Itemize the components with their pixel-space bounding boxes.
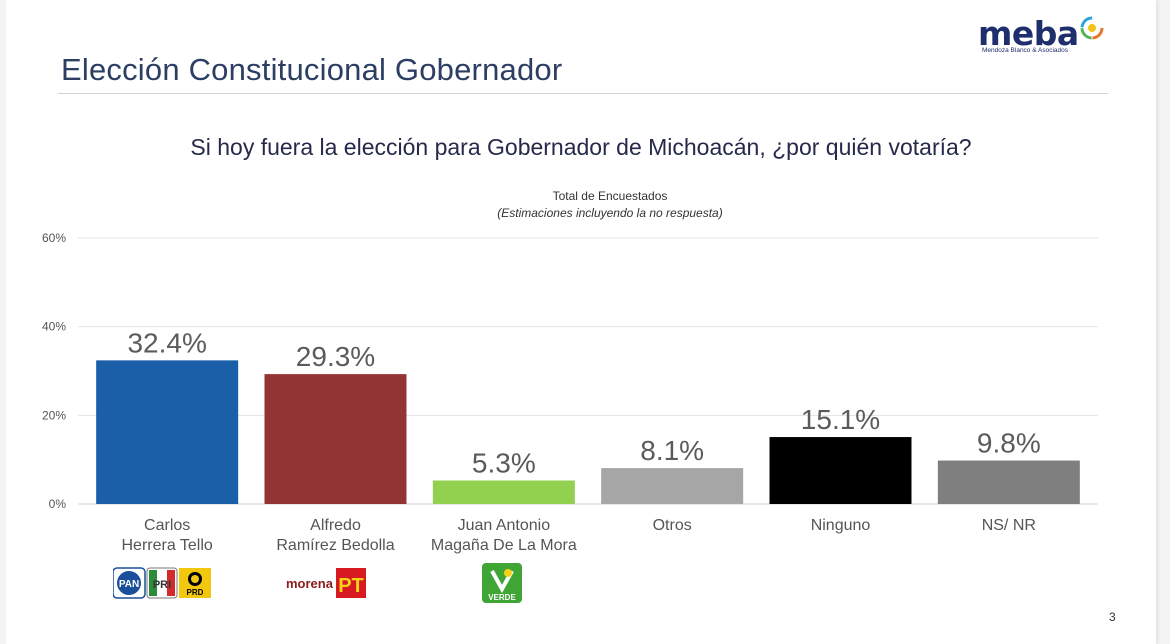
page-title: Elección Constitucional Gobernador bbox=[61, 52, 563, 87]
slide: Elección Constitucional Gobernador meba … bbox=[6, 0, 1156, 644]
bar-value-label: 29.3% bbox=[296, 341, 375, 372]
bar bbox=[432, 480, 575, 504]
chart-subtitle: (Estimaciones incluyendo la no respuesta… bbox=[497, 206, 723, 220]
pri-text: PRI bbox=[153, 579, 171, 591]
verde-text: VERDE bbox=[488, 593, 516, 602]
bar bbox=[96, 360, 239, 504]
pt-text: PT bbox=[338, 575, 364, 597]
morena-pt-logo-icon: morena PT bbox=[286, 568, 366, 598]
y-tick-label: 40% bbox=[42, 320, 66, 334]
y-tick-label: 0% bbox=[49, 497, 67, 511]
logo-subtext: Mendoza Blanco & Asociados bbox=[982, 47, 1068, 54]
y-tick-label: 60% bbox=[42, 231, 66, 245]
bar bbox=[264, 374, 407, 504]
x-category-label: Ninguno bbox=[810, 517, 871, 534]
bar bbox=[937, 460, 1080, 504]
bar-value-label: 15.1% bbox=[801, 404, 880, 435]
verde-logo: VERDE bbox=[482, 563, 522, 603]
meba-logo: meba Mendoza Blanco & Asociados bbox=[978, 14, 1118, 60]
logo-swirl-icon bbox=[1080, 16, 1104, 40]
bar bbox=[769, 437, 912, 504]
bar bbox=[601, 468, 744, 504]
x-category-label: Carlos Herrera Tello bbox=[121, 517, 213, 554]
morena-pt-logos: morena PT bbox=[286, 566, 370, 600]
x-category-label: Juan Antonio Magaña De La Mora bbox=[430, 517, 577, 554]
page-number: 3 bbox=[1109, 610, 1116, 624]
x-category-label: NS/ NR bbox=[981, 517, 1036, 534]
chart-title: Total de Encuestados bbox=[552, 189, 668, 203]
survey-question: Si hoy fuera la elección para Gobernador… bbox=[190, 134, 972, 160]
y-tick-label: 20% bbox=[42, 408, 66, 422]
verde-logo-icon: VERDE bbox=[482, 563, 522, 603]
title-divider bbox=[58, 93, 1108, 94]
bar-value-label: 32.4% bbox=[127, 327, 206, 358]
bar-value-label: 8.1% bbox=[640, 435, 704, 466]
bar-value-label: 9.8% bbox=[977, 428, 1041, 459]
morena-text: morena bbox=[286, 576, 334, 591]
x-category-label: Alfredo Ramírez Bedolla bbox=[276, 517, 395, 554]
x-category-label: Otros bbox=[652, 517, 692, 534]
logo-wordmark: meba bbox=[978, 14, 1079, 53]
pan-pri-prd-logos: PAN PRI PRD bbox=[112, 566, 213, 600]
pan-text: PAN bbox=[119, 579, 139, 590]
coalition-logo-icon: PAN PRI PRD bbox=[112, 567, 211, 599]
bar-value-label: 5.3% bbox=[472, 448, 536, 479]
prd-text: PRD bbox=[187, 588, 204, 597]
